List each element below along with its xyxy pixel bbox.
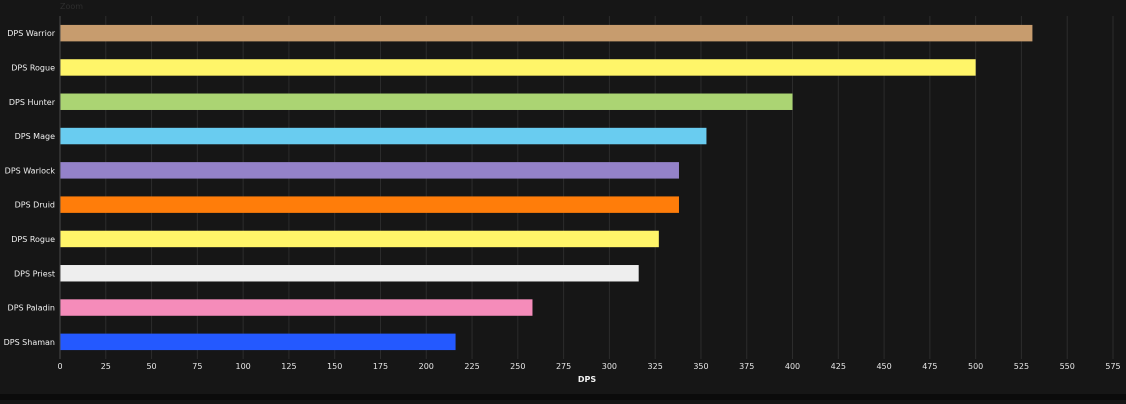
x-tick-label: 500: [968, 362, 983, 371]
bar[interactable]: [60, 24, 1033, 42]
x-tick-label: 550: [1060, 362, 1075, 371]
bar[interactable]: [60, 230, 659, 248]
category-label: DPS Hunter: [9, 98, 56, 107]
category-label: DPS Paladin: [8, 304, 55, 313]
category-label: DPS Shaman: [4, 338, 55, 347]
bar[interactable]: [60, 59, 976, 76]
x-tick-label: 475: [922, 362, 937, 371]
x-tick-label: 0: [57, 362, 62, 371]
x-tick-label: 425: [831, 362, 846, 371]
x-tick-label: 525: [1014, 362, 1029, 371]
x-tick-label: 125: [281, 362, 296, 371]
bar[interactable]: [60, 127, 707, 145]
x-tick-label: 400: [785, 362, 800, 371]
x-tick-label: 275: [556, 362, 571, 371]
zoom-label[interactable]: Zoom: [60, 2, 84, 11]
x-tick-label: 325: [648, 362, 663, 371]
category-label: DPS Warrior: [7, 29, 55, 38]
x-tick-label: 150: [327, 362, 342, 371]
category-label: DPS Warlock: [5, 166, 56, 175]
category-label: DPS Druid: [15, 201, 55, 210]
bar[interactable]: [60, 265, 639, 282]
x-tick-label: 175: [373, 362, 388, 371]
x-tick-labels: 0 25 50 75 100 125 150 175 200 225 250 275 300 325 350…: [57, 362, 1120, 371]
x-tick-label: 75: [192, 362, 202, 371]
x-tick-label: 225: [464, 362, 479, 371]
bars: [60, 24, 1033, 351]
category-label: DPS Rogue: [11, 63, 55, 72]
category-label: DPS Rogue: [11, 235, 55, 244]
x-tick-label: 250: [510, 362, 525, 371]
category-label: DPS Priest: [14, 269, 55, 278]
bar[interactable]: [60, 333, 456, 351]
x-tick-label: 300: [602, 362, 617, 371]
bar[interactable]: [60, 162, 679, 179]
x-tick-label: 575: [1105, 362, 1120, 371]
category-labels: DPS Warrior DPS Rogue DPS Hunter DPS Mage DP…: [4, 29, 56, 347]
x-tick-label: 200: [419, 362, 434, 371]
x-tick-label: 50: [146, 362, 156, 371]
bar[interactable]: [60, 93, 793, 110]
category-label: DPS Mage: [15, 132, 55, 141]
x-tick-label: 375: [739, 362, 754, 371]
x-tick-label: 100: [235, 362, 250, 371]
x-tick-label: 25: [101, 362, 111, 371]
x-axis-title: DPS: [578, 375, 597, 384]
bar[interactable]: [60, 196, 679, 213]
bar[interactable]: [60, 299, 533, 316]
x-tick-label: 350: [693, 362, 708, 371]
x-tick-label: 450: [876, 362, 891, 371]
